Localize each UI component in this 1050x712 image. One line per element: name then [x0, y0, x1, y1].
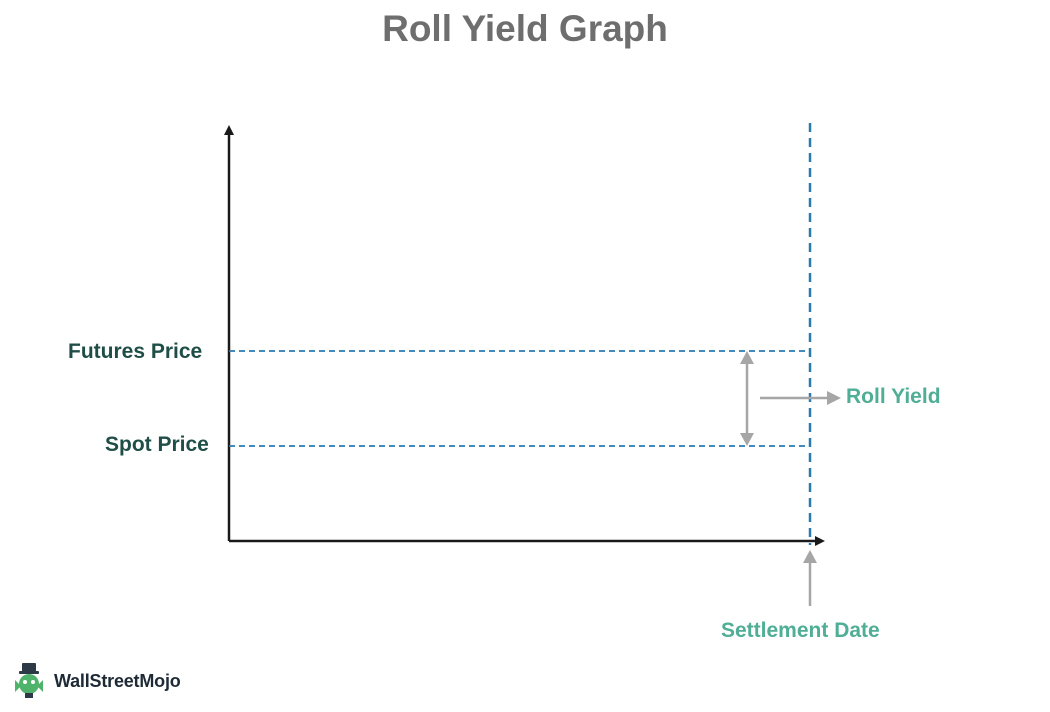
settlement-pointer-head [803, 550, 817, 563]
mojo-mascot-icon [15, 663, 43, 698]
spot-price-label: Spot Price [105, 433, 209, 456]
brand-logo: WallStreetMojo [10, 662, 181, 700]
roll-yield-pointer-head [827, 391, 841, 405]
roll-yield-label: Roll Yield [846, 385, 941, 408]
futures-price-label: Futures Price [68, 340, 203, 363]
gap-arrow-head-down [740, 433, 754, 446]
gap-arrow-head-up [740, 351, 754, 364]
brand-name: WallStreetMojo [54, 670, 181, 691]
page-title: Roll Yield Graph [382, 8, 668, 49]
settlement-date-label: Settlement Date [721, 619, 880, 642]
